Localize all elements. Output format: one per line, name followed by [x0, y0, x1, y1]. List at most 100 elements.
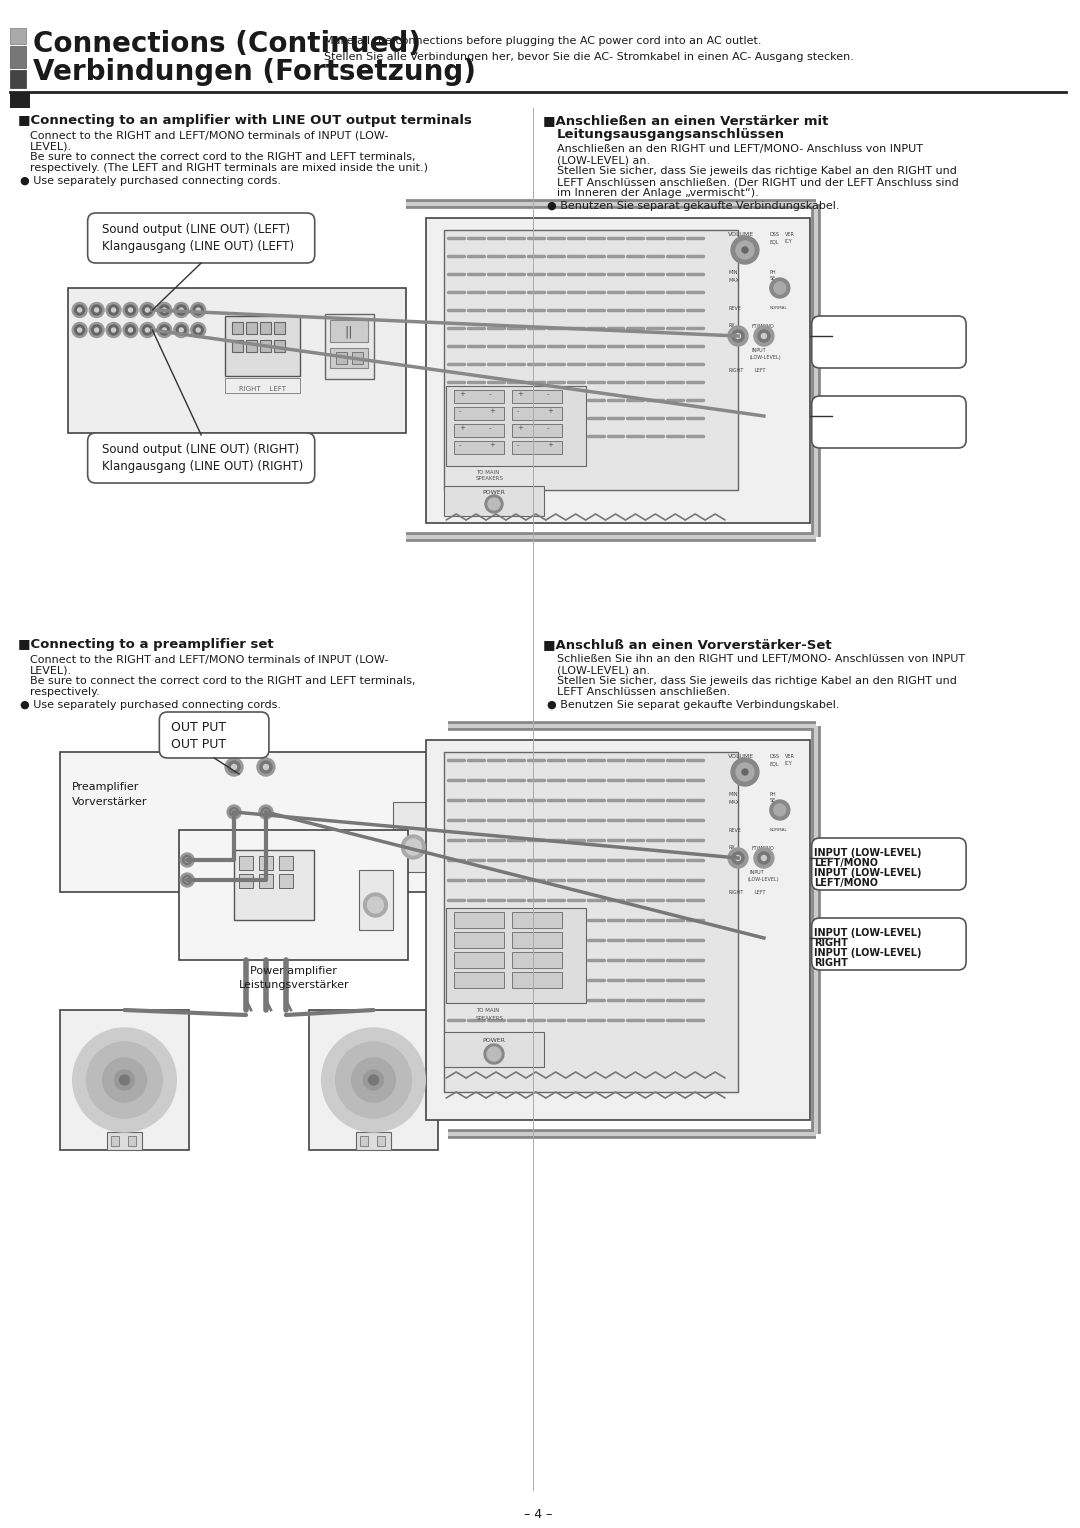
Text: RIGHT: RIGHT: [728, 889, 743, 895]
Text: (LOW-LEVEL) an.: (LOW-LEVEL) an.: [557, 665, 650, 675]
Text: LEFT/MONO: LEFT/MONO: [813, 859, 878, 868]
Circle shape: [737, 762, 754, 781]
Circle shape: [140, 322, 154, 338]
Circle shape: [86, 1042, 162, 1118]
Text: EQL: EQL: [770, 761, 780, 766]
Circle shape: [728, 325, 748, 345]
Bar: [246, 341, 257, 351]
Bar: [68, 287, 406, 432]
Circle shape: [260, 761, 272, 773]
Circle shape: [197, 309, 200, 312]
Circle shape: [72, 322, 87, 338]
Bar: [329, 319, 367, 342]
Text: REVE: REVE: [728, 306, 741, 312]
Text: im Inneren der Anlage „vermischt“).: im Inneren der Anlage „vermischt“).: [557, 188, 758, 199]
Circle shape: [106, 322, 121, 338]
Bar: [232, 322, 243, 335]
Text: Klangausgang (LINE OUT) (RIGHT): Klangausgang (LINE OUT) (RIGHT): [102, 460, 302, 474]
Circle shape: [485, 495, 503, 513]
Text: Power amplifier: Power amplifier: [251, 966, 337, 976]
Circle shape: [191, 303, 205, 318]
Circle shape: [758, 330, 770, 342]
Text: RIGHT: RIGHT: [813, 416, 848, 426]
Text: RIGHT: RIGHT: [813, 435, 848, 446]
Text: -: -: [459, 408, 461, 414]
Circle shape: [179, 329, 184, 332]
Circle shape: [774, 283, 786, 293]
Text: ● Use separately purchased connecting cords.: ● Use separately purchased connecting co…: [19, 700, 281, 711]
Circle shape: [484, 1044, 504, 1063]
Text: -: -: [546, 391, 550, 397]
Text: ■Connecting to an amplifier with LINE OUT output terminals: ■Connecting to an amplifier with LINE OU…: [18, 115, 472, 127]
Circle shape: [114, 1070, 134, 1089]
Text: +: +: [517, 391, 523, 397]
Circle shape: [336, 1042, 411, 1118]
Text: +: +: [459, 425, 465, 431]
Circle shape: [162, 309, 166, 312]
Circle shape: [405, 839, 421, 856]
Text: -: -: [489, 391, 491, 397]
Text: LEFT: LEFT: [755, 368, 767, 373]
Text: DSS: DSS: [770, 753, 780, 759]
Text: ● Benutzen Sie separat gekaufte Verbindungskabel.: ● Benutzen Sie separat gekaufte Verbindu…: [546, 202, 839, 211]
Bar: [352, 351, 363, 364]
Circle shape: [111, 329, 116, 332]
Text: Preamplifier: Preamplifier: [71, 782, 139, 792]
Text: POWER: POWER: [483, 1038, 505, 1044]
Bar: [455, 406, 504, 420]
Circle shape: [231, 764, 237, 770]
Text: OUT PUT: OUT PUT: [172, 721, 227, 733]
Circle shape: [742, 769, 748, 775]
Bar: [393, 802, 433, 872]
Text: -: -: [517, 442, 519, 448]
Circle shape: [180, 853, 194, 866]
Bar: [309, 1010, 438, 1151]
Text: REVE: REVE: [728, 828, 741, 833]
Circle shape: [754, 325, 774, 345]
Text: NORMAL: NORMAL: [770, 306, 787, 310]
Circle shape: [176, 306, 186, 315]
Bar: [427, 219, 810, 523]
Text: Vorverstärker: Vorverstärker: [71, 798, 147, 807]
Text: VER: VER: [785, 232, 795, 237]
FancyBboxPatch shape: [812, 396, 967, 448]
Bar: [274, 322, 285, 335]
Bar: [246, 322, 257, 335]
Bar: [234, 850, 313, 920]
Text: INPUT (LOW-LEVEL): INPUT (LOW-LEVEL): [813, 947, 921, 958]
Text: respectively. (The LEFT and RIGHT terminals are mixed inside the unit.): respectively. (The LEFT and RIGHT termin…: [30, 163, 428, 173]
Text: respectively.: respectively.: [30, 688, 99, 697]
Bar: [512, 932, 562, 947]
Bar: [260, 341, 271, 351]
Text: LEFT: LEFT: [755, 889, 767, 895]
Bar: [512, 442, 562, 454]
Circle shape: [774, 804, 786, 816]
Text: INPUT (LOW-LEVEL): INPUT (LOW-LEVEL): [813, 927, 921, 938]
Text: Leitungsausgangsanschlüssen: Leitungsausgangsanschlüssen: [557, 128, 785, 141]
Text: -: -: [517, 408, 519, 414]
Bar: [378, 1135, 386, 1146]
Circle shape: [160, 306, 170, 315]
Text: (LOW-LEVEL) an.: (LOW-LEVEL) an.: [557, 154, 650, 165]
Bar: [512, 972, 562, 989]
Circle shape: [732, 853, 744, 863]
Circle shape: [160, 325, 170, 335]
Text: Verbindungen (Fortsetzung): Verbindungen (Fortsetzung): [32, 58, 476, 86]
Bar: [455, 972, 504, 989]
Circle shape: [735, 333, 741, 339]
Text: RIGHT: RIGHT: [813, 958, 848, 969]
Bar: [355, 1132, 391, 1151]
Circle shape: [364, 892, 388, 917]
Text: Sound output (LINE OUT) (RIGHT): Sound output (LINE OUT) (RIGHT): [102, 443, 299, 455]
Text: FT/MONO: FT/MONO: [752, 322, 774, 329]
Bar: [455, 390, 504, 403]
Circle shape: [146, 329, 149, 332]
Text: ■Anschluß an einen Vorverstärker-Set: ■Anschluß an einen Vorverstärker-Set: [543, 639, 832, 651]
Text: FT/MONO: FT/MONO: [752, 845, 774, 850]
Bar: [446, 908, 585, 1002]
Circle shape: [731, 758, 759, 785]
Circle shape: [143, 306, 152, 315]
Circle shape: [120, 1076, 130, 1085]
Text: ● Benutzen Sie separat gekaufte Verbindungskabel.: ● Benutzen Sie separat gekaufte Verbindu…: [546, 700, 839, 711]
Circle shape: [227, 805, 241, 819]
